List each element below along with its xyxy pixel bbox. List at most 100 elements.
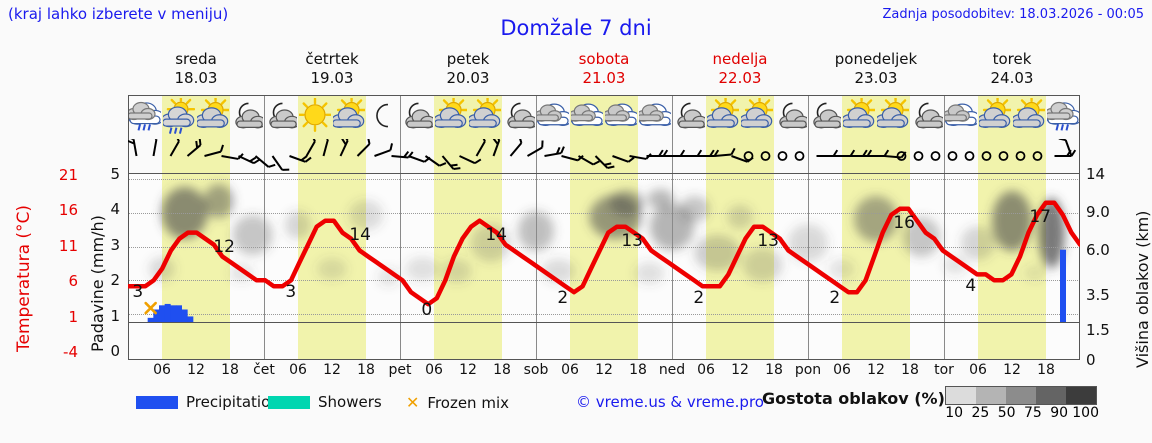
- temperature-extreme-label: 16: [893, 212, 915, 233]
- day-separator: [944, 95, 945, 173]
- day-date: 18.03: [174, 69, 218, 87]
- temperature-extreme-label: 4: [965, 276, 977, 297]
- copyright-link[interactable]: © vreme.us & vreme.pro: [576, 393, 764, 411]
- day-name: sobota: [578, 50, 630, 68]
- day-date: 22.03: [718, 69, 762, 87]
- cloud-density-title: Gostota oblakov (%): [762, 389, 945, 408]
- cloud-density-step: [1036, 387, 1066, 404]
- precipitation-baseline: [128, 322, 1080, 323]
- day-name: torek: [992, 50, 1032, 68]
- legend-showers-label: Showers: [318, 393, 382, 411]
- precipitation-bars: [144, 249, 1066, 322]
- temperature-tick: 6: [68, 272, 78, 291]
- time-tick: 06: [289, 362, 307, 378]
- day-separator: [536, 95, 537, 173]
- cloud-icon: [944, 97, 978, 139]
- day-separator: [264, 95, 265, 173]
- cloud-rain-icon: [128, 97, 162, 139]
- day-name: sreda: [175, 50, 217, 68]
- cloud-icon: [570, 97, 604, 139]
- day-separator: [808, 95, 809, 173]
- sun-cloud-icon: [434, 97, 468, 139]
- time-tick: 12: [731, 362, 749, 378]
- temperature-extreme-label: 2: [557, 288, 569, 309]
- cloud-density-bar: [945, 386, 1097, 405]
- gridline: [128, 179, 1080, 180]
- time-tick: 06: [153, 362, 171, 378]
- day-header-torek: torek 24.03: [944, 50, 1080, 88]
- cloud-density-value: 50: [997, 405, 1016, 421]
- day-name: petek: [446, 50, 490, 68]
- time-tick: 06: [425, 362, 443, 378]
- temperature-extreme-label: 3: [132, 282, 144, 303]
- gridline: [128, 246, 1080, 248]
- time-tick: ned: [658, 362, 686, 378]
- time-tick: 12: [595, 362, 613, 378]
- sun-cloud-icon: [740, 97, 774, 139]
- sun-cloud-icon: [468, 97, 502, 139]
- last-updated-label: Zadnja posodobitev: 18.03.2026 - 00:05: [882, 7, 1144, 22]
- cloud-density-scale: 10 25 50 75 90 100: [945, 386, 1099, 421]
- temperature-curve: [128, 200, 1080, 307]
- moon-cloud-icon: [502, 97, 536, 139]
- time-tick: pon: [794, 362, 822, 378]
- day-separator: [264, 173, 265, 360]
- temperature-extreme-label: 13: [621, 230, 643, 251]
- day-date: 19.03: [310, 69, 354, 87]
- precipitation-tick: 0: [110, 342, 120, 360]
- gridline: [128, 280, 1080, 282]
- temperature-extreme-label: 17: [1029, 206, 1051, 227]
- sun-cloud-icon: [978, 97, 1012, 139]
- precipitation-tick: 4: [110, 200, 120, 219]
- day-header-sobota: sobota 21.03: [536, 50, 672, 88]
- temperature-extreme-label: 2: [829, 288, 841, 309]
- sun-cloud-icon: [876, 97, 910, 139]
- day-name: četrtek: [305, 50, 359, 68]
- day-header-sreda: sreda 18.03: [128, 50, 264, 88]
- precipitation-tick: 5: [110, 165, 120, 183]
- moon-cloud-icon: [230, 97, 264, 139]
- cloud-height-tick: 1.5: [1086, 321, 1110, 339]
- time-tick: 18: [357, 362, 375, 378]
- moon-cloud-icon: [400, 97, 434, 139]
- cloud-density-value: 100: [1072, 405, 1099, 421]
- time-tick: 18: [629, 362, 647, 378]
- cloud-density-step: [946, 387, 976, 404]
- time-tick: 12: [867, 362, 885, 378]
- time-tick: tor: [934, 362, 954, 378]
- temperature-tick: 16: [58, 201, 78, 220]
- time-tick: 18: [901, 362, 919, 378]
- sun-icon: [298, 97, 332, 139]
- day-date: 21.03: [582, 69, 626, 87]
- cloud-density-values: 10 25 50 75 90 100: [941, 405, 1099, 421]
- time-tick: 06: [969, 362, 987, 378]
- sun-cloud-icon: [842, 97, 876, 139]
- temperature-extreme-label: 13: [757, 230, 779, 251]
- moon-cloud-icon: [808, 97, 842, 139]
- time-tick: 18: [765, 362, 783, 378]
- cloud-icon: [638, 97, 672, 139]
- time-tick: sob: [523, 362, 549, 378]
- gridline: [128, 212, 1080, 214]
- temperature-extreme-label: 2: [693, 288, 705, 309]
- temperature-extreme-label: 14: [485, 224, 507, 245]
- cloud-height-tick: 14: [1086, 165, 1106, 183]
- location-menu-note[interactable]: (kraj lahko izberete v meniju): [8, 5, 229, 23]
- cloud-height-tick: 3.5: [1086, 286, 1110, 304]
- legend-precipitation-label: Precipitation: [186, 393, 280, 411]
- time-tick: 12: [323, 362, 341, 378]
- sun-cloud-icon: [706, 97, 740, 139]
- sun-cloud-icon: [1012, 97, 1046, 139]
- day-date: 24.03: [990, 69, 1034, 87]
- icon-band-border: [128, 95, 1080, 173]
- forecast-chart: 3 12 3 14 0 14 2 13 2 13 2 16 4 17: [128, 173, 1080, 360]
- cloud-rain-icon: [1046, 97, 1080, 139]
- chart-frame: [128, 173, 1080, 360]
- moon-cloud-icon: [264, 97, 298, 139]
- temperature-extreme-label: 12: [213, 236, 235, 257]
- cloud-density-value: 75: [1023, 405, 1042, 421]
- cloud-density-step: [976, 387, 1006, 404]
- temperature-axis-title: Temperatura (°C): [14, 204, 34, 352]
- temperature-extreme-label: 14: [349, 224, 371, 245]
- cloud-height-tick: 0: [1086, 351, 1096, 369]
